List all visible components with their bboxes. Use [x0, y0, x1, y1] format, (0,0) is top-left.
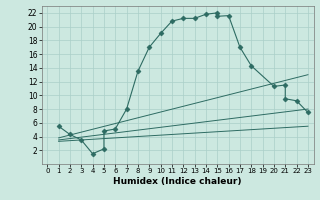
X-axis label: Humidex (Indice chaleur): Humidex (Indice chaleur) — [113, 177, 242, 186]
